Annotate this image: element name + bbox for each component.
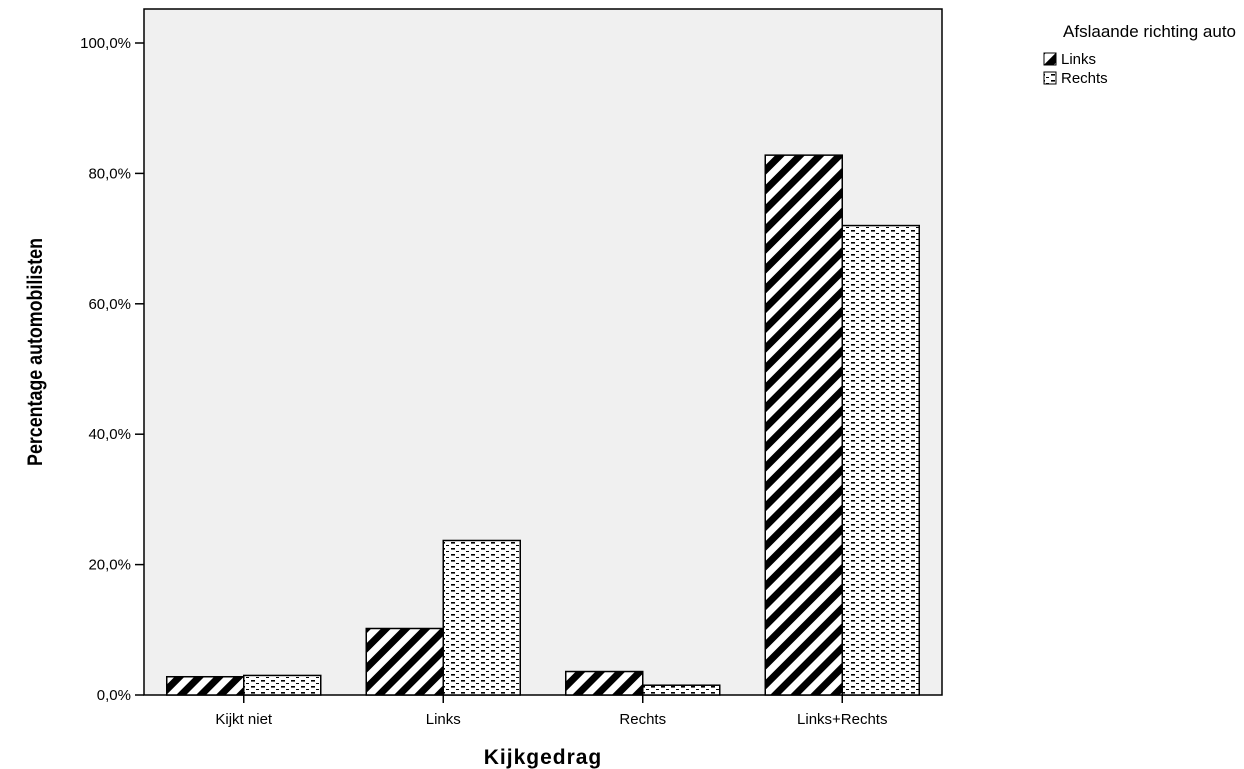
- y-tick-label: 80,0%: [88, 165, 131, 182]
- legend-title: Afslaande richting auto: [1063, 22, 1236, 41]
- bar-links-links-rechts: [764, 154, 843, 696]
- legend-swatch-links: [1043, 52, 1057, 66]
- bar-rechts-rechts: [642, 684, 721, 696]
- y-tick-label: 100,0%: [80, 35, 131, 52]
- bar-rechts-kijkt-niet: [243, 674, 322, 696]
- y-tick-label: 20,0%: [88, 557, 131, 574]
- bar-rechts-links: [442, 539, 521, 696]
- y-axis-title: Percentage automobilisten: [24, 238, 48, 466]
- y-tick-label: 0,0%: [97, 687, 131, 704]
- legend: Afslaande richting auto Links Rechts: [1043, 22, 1236, 87]
- bar-links-links: [365, 627, 444, 696]
- bar-rechts-links-rechts: [841, 224, 920, 696]
- x-tick-label: Links: [426, 711, 461, 728]
- x-tick-label: Rechts: [619, 711, 666, 728]
- legend-label-links: Links: [1061, 51, 1096, 68]
- x-axis: Kijkt niet Links Rechts Links+Rechts: [215, 695, 887, 728]
- x-axis-title: Kijkgedrag: [484, 746, 603, 769]
- bar-links-kijkt-niet: [166, 675, 245, 696]
- x-tick-label: Links+Rechts: [797, 711, 887, 728]
- y-tick-label: 60,0%: [88, 296, 131, 313]
- legend-label-rechts: Rechts: [1061, 70, 1108, 87]
- legend-swatch-rechts: [1043, 71, 1057, 85]
- x-tick-label: Kijkt niet: [215, 711, 273, 728]
- bar-links-rechts: [565, 670, 644, 696]
- y-axis: 0,0% 20,0% 40,0% 60,0% 80,0% 100,0%: [80, 35, 144, 704]
- y-tick-label: 40,0%: [88, 426, 131, 443]
- bars: [166, 154, 920, 696]
